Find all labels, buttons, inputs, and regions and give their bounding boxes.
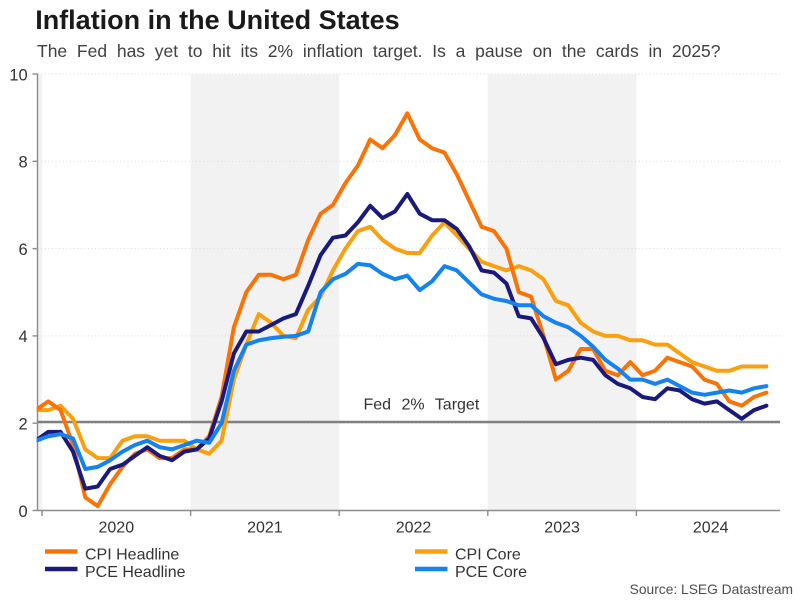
svg-text:2021: 2021 [247,520,283,537]
svg-text:2: 2 [19,416,28,434]
svg-text:0: 0 [19,503,28,521]
svg-text:2022: 2022 [396,520,432,537]
svg-text:4: 4 [19,328,28,346]
svg-text:Source: LSEG Datastream: Source: LSEG Datastream [630,582,793,597]
svg-text:PCE Headline: PCE Headline [85,564,186,581]
svg-text:Fed 2% Target: Fed 2% Target [364,397,480,414]
svg-text:10: 10 [9,66,27,84]
svg-text:6: 6 [19,241,28,259]
svg-text:8: 8 [19,154,28,172]
svg-text:2020: 2020 [99,520,135,537]
svg-text:CPI Headline: CPI Headline [85,547,179,564]
svg-text:2024: 2024 [693,520,729,537]
svg-text:CPI Core: CPI Core [455,547,521,564]
svg-text:PCE Core: PCE Core [455,564,527,581]
svg-text:2023: 2023 [544,520,580,537]
